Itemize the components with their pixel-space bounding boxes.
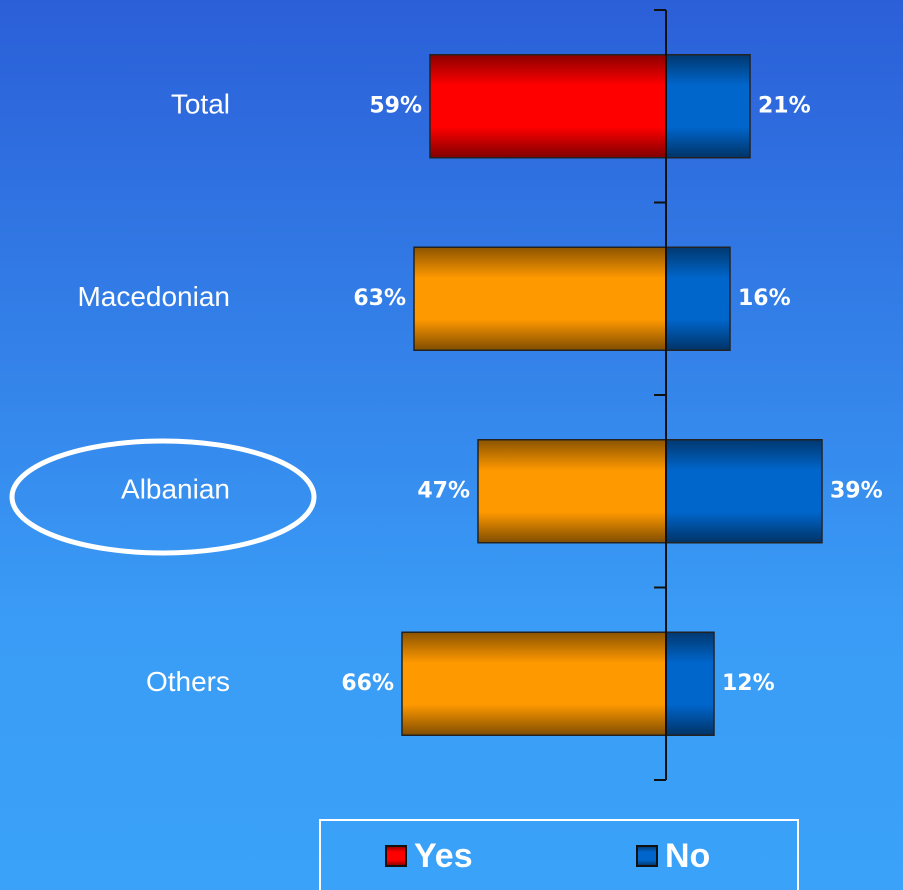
bar (665, 439, 823, 544)
value-label: 12% (722, 671, 775, 696)
legend-swatch (636, 845, 658, 867)
bar (401, 631, 667, 736)
legend-box (319, 819, 799, 890)
value-label: 63% (353, 286, 406, 311)
value-label: 59% (369, 93, 422, 118)
value-label: 21% (758, 93, 811, 118)
category-label: Macedonian (77, 281, 230, 312)
legend-label: Yes (414, 837, 473, 875)
category-label: Others (146, 666, 230, 697)
bar (413, 246, 667, 351)
value-label: 39% (830, 478, 883, 503)
bar (665, 631, 715, 736)
bar (429, 54, 667, 159)
bar (665, 54, 751, 159)
value-label: 16% (738, 286, 791, 311)
value-label: 47% (417, 478, 470, 503)
category-label: Albanian (121, 474, 230, 505)
bar (477, 439, 667, 544)
legend-swatch (385, 845, 407, 867)
category-label: Total (171, 89, 230, 120)
highlight-ellipse (9, 438, 317, 556)
value-label: 66% (341, 671, 394, 696)
legend-label: No (665, 837, 710, 875)
bar (665, 246, 731, 351)
